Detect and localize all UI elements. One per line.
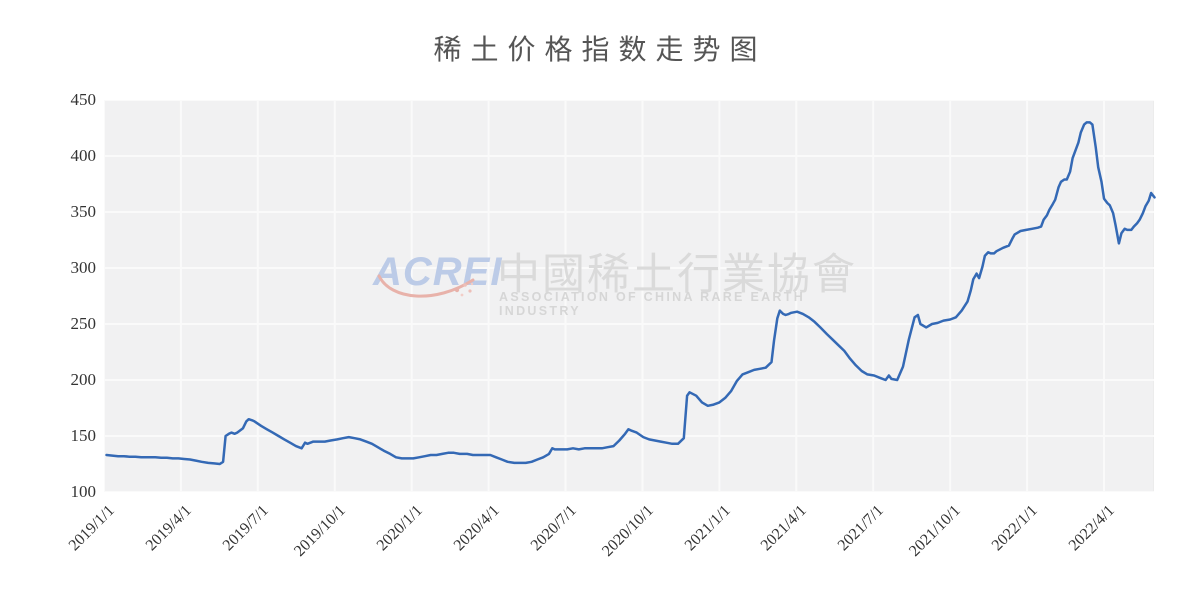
x-axis-label: 2020/4/1	[450, 502, 503, 555]
x-axis-label: 2020/1/1	[373, 502, 426, 555]
chart-title: 稀土价格指数走势图	[433, 35, 767, 66]
x-axis-label: 2019/4/1	[142, 502, 195, 555]
plot-area	[104, 100, 1154, 492]
watermark: ACREI 中國稀土行業協會 ASSOCIATION OF CHINA RARE…	[373, 244, 863, 318]
x-axis-label: 2020/7/1	[527, 502, 580, 555]
acrei-logo: ACREI	[373, 250, 503, 294]
price-line-layer	[105, 121, 1156, 466]
x-axis-label: 2021/7/1	[835, 502, 888, 555]
y-axis-label: 450	[70, 90, 97, 109]
y-axis-label: 250	[70, 314, 97, 333]
y-axis-label: 300	[70, 258, 97, 277]
y-axis-label: 100	[70, 482, 97, 501]
y-axis-label: 200	[70, 370, 97, 389]
y-axis-label: 400	[70, 146, 97, 165]
y-axis-label: 350	[70, 202, 97, 221]
watermark-en-text: ASSOCIATION OF CHINA RARE EARTH INDUSTRY	[499, 290, 806, 318]
x-axis-label: 2020/10/1	[598, 502, 657, 560]
acrei-swoosh-icon	[377, 274, 475, 298]
x-axis-label: 2019/10/1	[290, 502, 349, 560]
y-axis-label: 150	[70, 426, 97, 445]
x-axis-label: 2021/10/1	[906, 502, 965, 560]
x-axis-label: 2022/4/1	[1065, 502, 1119, 555]
x-axis-label: 2019/1/1	[65, 502, 119, 555]
x-axis-label: 2021/4/1	[758, 502, 811, 555]
watermark-cn-text: 中國稀土行業協會	[497, 252, 857, 299]
x-axis-label: 2022/1/1	[988, 502, 1042, 555]
x-axis-label: 2019/7/1	[219, 502, 272, 555]
price-line	[105, 121, 1156, 466]
x-axis-label: 2021/1/1	[681, 502, 734, 555]
